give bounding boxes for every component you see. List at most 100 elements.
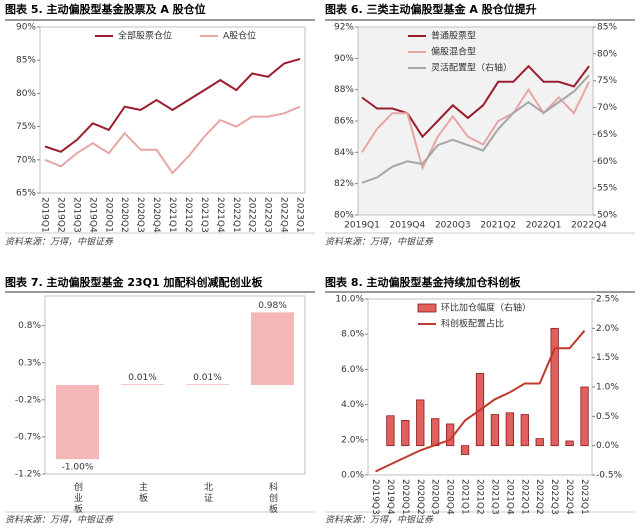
bar bbox=[251, 312, 294, 385]
x-tick-label: 2023Q1 bbox=[579, 479, 589, 515]
x-tick-label: 2021Q1 bbox=[460, 479, 470, 515]
x-tick-label: 2020Q4 bbox=[445, 479, 455, 515]
source-note: 资料来源：万得，中银证券 bbox=[325, 237, 434, 248]
y-tick-label: 10.0% bbox=[335, 295, 364, 305]
y-tick-label: 82% bbox=[334, 179, 354, 189]
y-tick-label: 90% bbox=[334, 54, 354, 64]
source-note: 资料来源：万得，中银证券 bbox=[325, 515, 434, 526]
x-tick-label: 2021Q2 bbox=[480, 221, 516, 231]
bar bbox=[431, 418, 440, 447]
x-tick-label: 2021Q4 bbox=[215, 197, 225, 233]
y2-tick-label: 1.5% bbox=[596, 353, 619, 363]
y-tick-label: 0.3% bbox=[18, 358, 41, 368]
y-tick-label: -1.2% bbox=[15, 470, 42, 480]
y2-tick-label: -0.5% bbox=[596, 471, 623, 481]
series-line bbox=[44, 57, 301, 153]
legend-label: 偏股混合型 bbox=[431, 46, 476, 58]
series-line bbox=[361, 64, 590, 139]
y2-tick-label: 75% bbox=[597, 76, 617, 86]
y-tick-label: 88% bbox=[334, 85, 354, 95]
plot-area bbox=[357, 26, 594, 216]
y2-tick-label: 0.5% bbox=[596, 412, 619, 422]
x-tick-label: 主板 bbox=[137, 481, 148, 504]
y-tick-label: 90% bbox=[16, 23, 36, 33]
x-tick-label: 2020Q3 bbox=[435, 221, 471, 231]
bar bbox=[386, 415, 395, 447]
y-tick-label: 70% bbox=[16, 155, 36, 165]
bar bbox=[505, 412, 514, 447]
y-tick-label: 85% bbox=[16, 56, 36, 66]
y-tick-label: 8.0% bbox=[341, 330, 364, 340]
y-tick-label: 6.0% bbox=[341, 365, 364, 375]
x-tick-label: 2022Q3 bbox=[263, 197, 273, 233]
x-tick-label: 2021Q1 bbox=[167, 197, 177, 233]
legend-label: 灵活配置型（右轴） bbox=[431, 62, 512, 74]
chart-title: 图表 7. 主动偏股型基金 23Q1 加配科创减配创业板 bbox=[5, 275, 263, 289]
series-line bbox=[375, 330, 586, 473]
x-tick-label: 2022Q1 bbox=[231, 197, 241, 233]
chart-title: 图表 6. 三类主动偏股型基金 A 股仓位提升 bbox=[325, 2, 537, 16]
x-tick-label: 2021Q2 bbox=[183, 197, 193, 233]
series-line bbox=[361, 81, 590, 171]
x-tick-label: 2019Q3 bbox=[370, 479, 380, 515]
x-tick-label: 2023Q1 bbox=[295, 197, 305, 233]
value-label: 0.01% bbox=[128, 373, 157, 383]
bar bbox=[460, 445, 470, 455]
x-tick-label: 2019Q4 bbox=[385, 479, 395, 515]
x-tick-label: 创业板 bbox=[72, 481, 83, 515]
x-tick-label: 2021Q2 bbox=[475, 479, 485, 515]
x-tick-label: 2022Q4 bbox=[564, 479, 574, 515]
x-tick-label: 2021Q3 bbox=[489, 479, 499, 515]
y2-tick-label: 1.0% bbox=[596, 383, 619, 393]
bar bbox=[550, 327, 559, 447]
bar bbox=[416, 399, 425, 447]
x-tick-label: 2022Q2 bbox=[534, 479, 544, 515]
y2-tick-label: 2.0% bbox=[596, 324, 619, 334]
y-tick-label: 80% bbox=[334, 211, 354, 221]
value-label: -1.00% bbox=[62, 463, 94, 473]
x-tick-label: 2021Q4 bbox=[504, 479, 514, 515]
x-tick-label: 2022Q3 bbox=[549, 479, 559, 515]
y-tick-label: 80% bbox=[16, 89, 36, 99]
bar bbox=[535, 438, 544, 447]
x-tick-label: 2019Q4 bbox=[87, 197, 97, 233]
y2-tick-label: 65% bbox=[597, 130, 617, 140]
x-tick-label: 2019Q1 bbox=[40, 197, 50, 233]
y2-tick-label: 80% bbox=[597, 49, 617, 59]
bar bbox=[401, 420, 410, 447]
bar bbox=[565, 440, 574, 447]
x-tick-label: 2022Q2 bbox=[247, 197, 257, 233]
y2-tick-label: 0.0% bbox=[596, 441, 619, 451]
bar bbox=[520, 414, 529, 447]
y-tick-label: 0.8% bbox=[18, 321, 41, 331]
x-tick-label: 2020Q4 bbox=[151, 197, 161, 233]
x-tick-label: 2020Q3 bbox=[135, 197, 145, 233]
legend-swatch bbox=[417, 303, 437, 313]
legend-label: 全部股票仓位 bbox=[118, 30, 172, 42]
legend-label: 科创板配置占比 bbox=[441, 318, 504, 330]
y-tick-label: 0.0% bbox=[341, 471, 364, 481]
x-tick-label: 2019Q3 bbox=[71, 197, 81, 233]
x-tick-label: 2020Q3 bbox=[430, 479, 440, 515]
x-tick-label: 2021Q3 bbox=[199, 197, 209, 233]
bar bbox=[490, 414, 500, 447]
y2-tick-label: 55% bbox=[597, 184, 617, 194]
y-tick-label: -0.2% bbox=[15, 395, 42, 405]
bar bbox=[121, 384, 164, 385]
x-tick-label: 2022Q4 bbox=[571, 221, 607, 231]
x-tick-label: 2019Q4 bbox=[390, 221, 426, 231]
series-line bbox=[44, 105, 301, 175]
legend-label: 环比加仓幅度（右轴） bbox=[441, 302, 531, 314]
y-tick-label: 84% bbox=[334, 148, 354, 158]
x-tick-label: 2020Q1 bbox=[103, 197, 113, 233]
x-tick-label: 2019Q2 bbox=[55, 197, 65, 233]
x-tick-label: 2020Q2 bbox=[415, 479, 425, 515]
x-tick-label: 科创板 bbox=[267, 481, 278, 515]
y2-tick-label: 85% bbox=[597, 23, 617, 33]
x-tick-label: 2022Q1 bbox=[526, 221, 562, 231]
x-tick-label: 2022Q1 bbox=[519, 479, 529, 515]
bar bbox=[580, 386, 589, 447]
y2-tick-label: 60% bbox=[597, 157, 617, 167]
